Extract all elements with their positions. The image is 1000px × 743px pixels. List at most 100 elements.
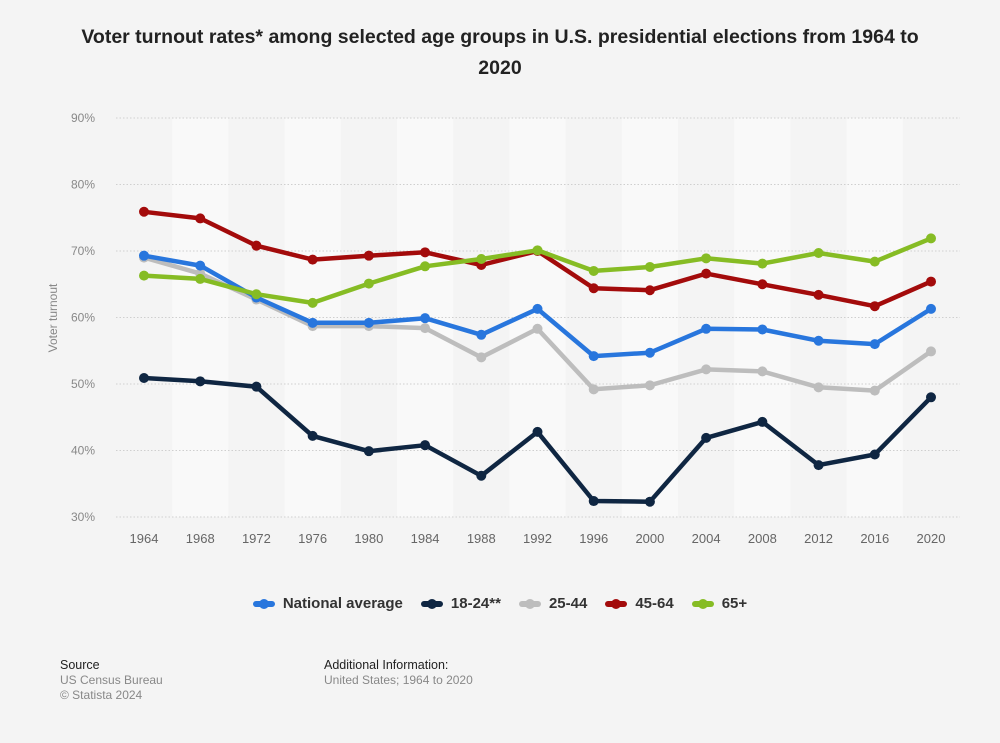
legend-label: 18-24** xyxy=(450,595,501,612)
legend-item[interactable]: 25-44 xyxy=(518,595,588,612)
data-point xyxy=(532,245,543,256)
legend-marker-icon xyxy=(605,598,628,609)
y-tick-label: 70% xyxy=(71,244,95,258)
x-tick-label: 2020 xyxy=(917,531,946,546)
data-point xyxy=(926,276,936,287)
data-point xyxy=(588,496,599,507)
data-point xyxy=(476,470,487,481)
data-point xyxy=(420,247,431,258)
data-point xyxy=(420,261,431,272)
data-point xyxy=(757,324,768,335)
data-point xyxy=(139,270,149,281)
y-tick-label: 50% xyxy=(71,377,95,391)
x-tick-label: 2008 xyxy=(748,531,777,546)
data-point xyxy=(813,335,824,346)
data-point xyxy=(926,346,936,357)
data-point xyxy=(757,416,768,427)
data-point xyxy=(476,253,487,264)
y-tick-label: 60% xyxy=(71,311,95,325)
data-point xyxy=(195,213,206,224)
data-point xyxy=(926,392,936,403)
legend-marker-icon xyxy=(252,598,275,609)
series-18-24 xyxy=(139,373,936,507)
legend-label: 65+ xyxy=(721,595,748,612)
data-point xyxy=(139,373,149,384)
data-point xyxy=(701,253,712,264)
x-tick-label: 1976 xyxy=(298,531,327,546)
data-point xyxy=(701,323,712,334)
x-tick-label: 2004 xyxy=(692,531,721,546)
x-tick-label: 1964 xyxy=(130,531,159,546)
data-point xyxy=(139,250,149,261)
data-point xyxy=(644,380,655,391)
series-lines xyxy=(139,206,936,507)
additional-info-heading[interactable]: Additional Information: xyxy=(324,658,449,672)
data-point xyxy=(701,268,712,279)
data-point xyxy=(588,351,599,362)
x-tick-label: 1984 xyxy=(411,531,440,546)
data-point xyxy=(420,323,431,334)
data-point xyxy=(869,339,880,350)
legend-label: National average xyxy=(282,595,403,612)
data-point xyxy=(532,323,543,334)
data-point xyxy=(307,254,318,265)
legend-item[interactable]: 45-64 xyxy=(605,595,674,612)
data-point xyxy=(588,283,599,294)
data-point xyxy=(869,385,880,396)
legend-marker-icon xyxy=(691,598,714,609)
y-tick-label: 40% xyxy=(71,444,95,458)
data-point xyxy=(251,240,262,251)
data-point xyxy=(476,329,487,340)
legend-item[interactable]: 18-24** xyxy=(420,595,501,612)
data-point xyxy=(588,265,599,276)
legend-label: 45-64 xyxy=(635,595,674,612)
legend-item[interactable]: 65+ xyxy=(691,595,748,612)
data-point xyxy=(701,364,712,375)
copyright-line: © Statista 2024 xyxy=(60,688,143,702)
data-point xyxy=(701,432,712,443)
data-point xyxy=(588,384,599,395)
legend-item[interactable]: National average xyxy=(252,595,403,612)
data-point xyxy=(813,247,824,258)
x-tick-label: 1980 xyxy=(354,531,383,546)
x-tick-label: 2016 xyxy=(860,531,889,546)
y-tick-label: 30% xyxy=(71,510,95,524)
data-point xyxy=(251,381,262,392)
data-point xyxy=(139,206,149,217)
data-point xyxy=(532,303,543,314)
x-tick-label: 1992 xyxy=(523,531,552,546)
y-axis-label: Voter turnout xyxy=(46,283,60,352)
data-point xyxy=(757,366,768,377)
data-point xyxy=(926,303,936,314)
legend-label: 25-44 xyxy=(548,595,588,612)
source-heading: Source xyxy=(60,658,100,672)
data-point xyxy=(532,426,543,437)
data-point xyxy=(869,301,880,312)
data-point xyxy=(813,460,824,471)
source-block: Source US Census Bureau © Statista 2024 xyxy=(60,658,163,703)
data-point xyxy=(644,261,655,272)
x-tick-label: 1996 xyxy=(579,531,608,546)
data-point xyxy=(476,352,487,363)
y-tick-label: 90% xyxy=(71,111,95,125)
legend: National average 18-24** 25-44 45-64 65+ xyxy=(0,595,1000,612)
data-point xyxy=(420,313,431,324)
x-tick-label: 2000 xyxy=(635,531,664,546)
data-point xyxy=(363,446,374,457)
data-point xyxy=(363,278,374,289)
data-point xyxy=(420,440,431,451)
x-tick-label: 1968 xyxy=(186,531,215,546)
x-tick-label: 1972 xyxy=(242,531,271,546)
x-axis-ticks: 1964 1968 1972 1976 1980 1984 1988 1992 1996 2000… xyxy=(130,531,946,546)
data-point xyxy=(251,289,262,300)
data-point xyxy=(926,233,936,244)
legend-marker-icon xyxy=(420,598,443,609)
chart-title: Voter turnout rates* among selected age … xyxy=(81,26,919,79)
data-point xyxy=(307,430,318,441)
y-axis-ticks: 30% 40% 50% 60% 70% 80% 90% xyxy=(71,111,95,524)
data-point xyxy=(644,347,655,358)
data-point xyxy=(869,449,880,460)
data-point xyxy=(813,289,824,300)
data-point xyxy=(195,273,206,284)
